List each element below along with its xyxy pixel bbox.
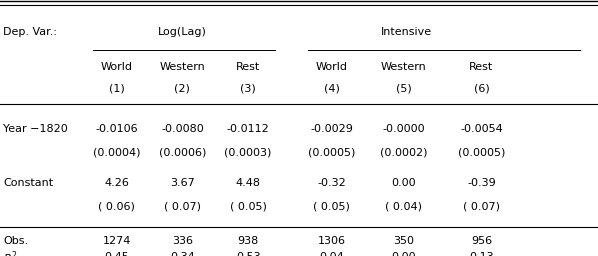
Text: (6): (6) [474,83,489,93]
Text: 1274: 1274 [102,236,131,246]
Text: $R^2$: $R^2$ [3,249,17,256]
Text: ( 0.07): ( 0.07) [463,201,500,211]
Text: 0.00: 0.00 [391,252,416,256]
Text: (2): (2) [175,83,190,93]
Text: -0.39: -0.39 [467,178,496,188]
Text: Constant: Constant [3,178,53,188]
Text: 0.13: 0.13 [469,252,494,256]
Text: -0.0054: -0.0054 [460,124,503,134]
Text: World: World [100,61,133,72]
Text: -0.32: -0.32 [318,178,346,188]
Text: 0.00: 0.00 [391,178,416,188]
Text: 336: 336 [172,236,193,246]
Text: -0.0106: -0.0106 [95,124,138,134]
Text: 956: 956 [471,236,492,246]
Text: (0.0005): (0.0005) [308,147,356,157]
Text: 4.26: 4.26 [104,178,129,188]
Text: (0.0005): (0.0005) [457,147,505,157]
Text: 4.48: 4.48 [236,178,261,188]
Text: 350: 350 [393,236,414,246]
Text: ( 0.05): ( 0.05) [230,201,267,211]
Text: (3): (3) [240,83,256,93]
Text: -0.0112: -0.0112 [227,124,270,134]
Text: 1306: 1306 [318,236,346,246]
Text: 0.04: 0.04 [319,252,344,256]
Text: 938: 938 [237,236,259,246]
Text: ( 0.04): ( 0.04) [385,201,422,211]
Text: (0.0004): (0.0004) [93,147,141,157]
Text: ( 0.07): ( 0.07) [164,201,201,211]
Text: -0.0029: -0.0029 [310,124,353,134]
Text: ( 0.05): ( 0.05) [313,201,350,211]
Text: 0.45: 0.45 [104,252,129,256]
Text: Western: Western [381,61,426,72]
Text: 0.53: 0.53 [236,252,261,256]
Text: (5): (5) [396,83,411,93]
Text: -0.0000: -0.0000 [382,124,425,134]
Text: (0.0003): (0.0003) [224,147,272,157]
Text: Obs.: Obs. [3,236,28,246]
Text: Western: Western [160,61,205,72]
Text: Rest: Rest [236,61,260,72]
Text: -0.0080: -0.0080 [161,124,204,134]
Text: (0.0002): (0.0002) [380,147,428,157]
Text: Log(Lag): Log(Lag) [158,27,207,37]
Text: (4): (4) [324,83,340,93]
Text: (0.0006): (0.0006) [158,147,206,157]
Text: ( 0.06): ( 0.06) [98,201,135,211]
Text: World: World [316,61,348,72]
Text: Intensive: Intensive [381,27,432,37]
Text: 0.34: 0.34 [170,252,195,256]
Text: Year −1820: Year −1820 [3,124,68,134]
Text: (1): (1) [109,83,124,93]
Text: Rest: Rest [469,61,493,72]
Text: Dep. Var.:: Dep. Var.: [3,27,57,37]
Text: 3.67: 3.67 [170,178,195,188]
